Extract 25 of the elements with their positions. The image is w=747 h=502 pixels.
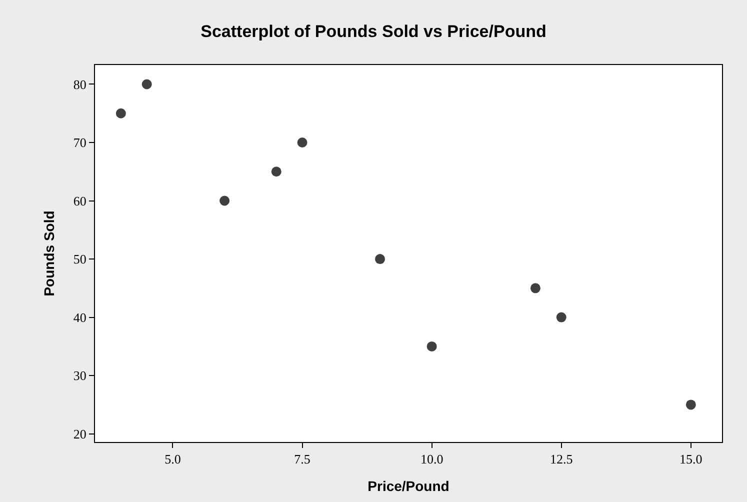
point [271,166,282,177]
y-tick-label: 20 [73,426,86,442]
x-tick-label: 5.0 [164,452,181,467]
y-tick-label: 40 [73,310,86,325]
point [556,312,566,322]
x-axis-title: Price/Pound [368,478,450,494]
y-axis-title: Pounds Sold [41,210,57,296]
point [426,341,437,352]
y-tick-label: 50 [73,252,86,267]
x-tick-label: 10.0 [420,452,444,467]
x-tick-label: 15.0 [680,452,702,467]
point [142,79,152,90]
point [686,400,696,410]
x-tick-label: 7.5 [294,452,310,467]
point [297,138,308,148]
chart-title: Scatterplot of Pounds Sold vs Price/Pound [200,22,546,41]
point [530,283,540,294]
x-tick-label: 12.5 [550,452,573,467]
point [220,196,230,206]
y-tick-label: 70 [73,135,86,150]
point [375,254,385,264]
y-tick-label: 60 [73,193,86,208]
point [116,108,126,118]
y-tick-label: 80 [73,76,86,92]
y-tick-label: 30 [73,368,86,384]
